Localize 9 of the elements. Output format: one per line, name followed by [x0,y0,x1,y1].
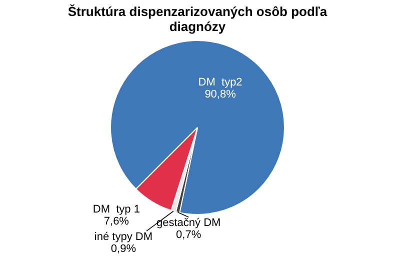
slice-label: gestačný DM [156,217,221,230]
slice-label: DM typ2 [198,76,242,88]
data-label: 0,9% [110,243,136,256]
data-label: 90,8% [204,88,236,100]
data-label: 0,7% [176,229,202,242]
slice-label: iné typy DM [94,231,152,244]
data-label: 7,6% [104,216,130,228]
chart-title: Štruktúra dispenzarizovaných osôb podľa diagnózy [68,4,328,34]
slice-label: DM typ 1 [92,204,140,216]
